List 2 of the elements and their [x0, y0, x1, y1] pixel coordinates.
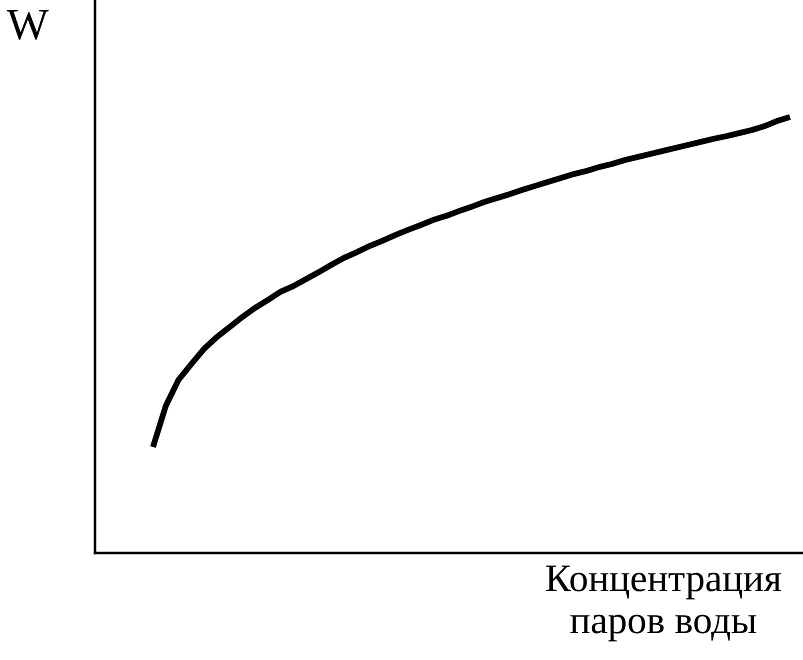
y-axis-title: W — [6, 10, 49, 40]
x-axis-title: Концентрация паров воды — [546, 566, 782, 642]
